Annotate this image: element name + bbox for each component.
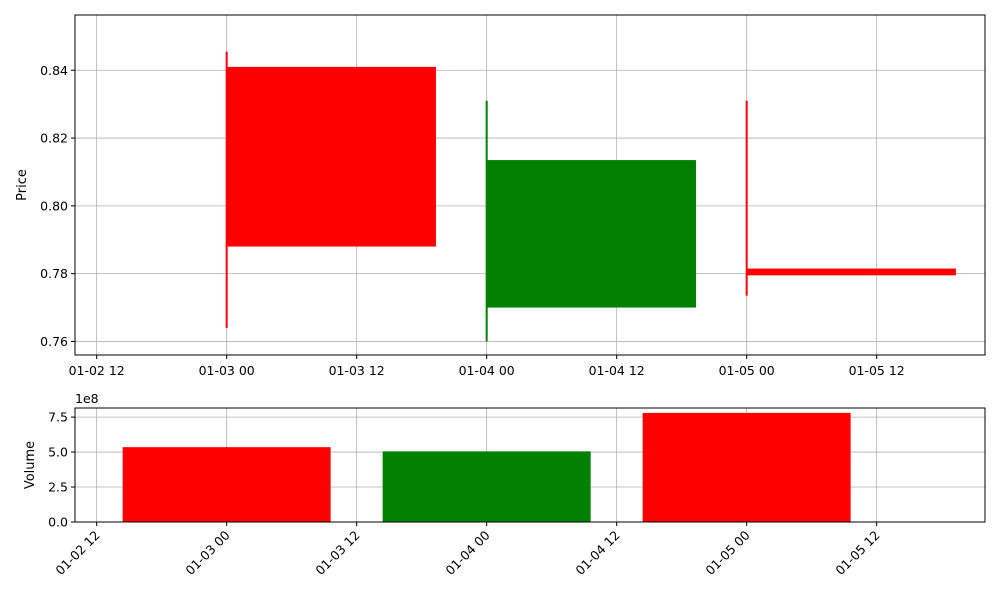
volume-panel: 0.0 2.5 5.0 7.5 01-02 12 01-03 00 01-03 12 01-0… <box>23 391 986 578</box>
price-ytick-label: 0.84 <box>40 63 68 78</box>
price-panel: 0.76 0.78 0.80 0.82 0.84 01-02 12 01-03 00 01-0… <box>15 14 986 378</box>
volume-scale-label: 1e8 <box>75 391 99 406</box>
volume-bar <box>122 447 331 522</box>
price-xtick-label: 01-05 00 <box>719 363 775 378</box>
volume-ytick-label: 7.5 <box>48 410 68 425</box>
price-ytick-label: 0.80 <box>40 198 68 213</box>
volume-xtick-label: 01-04 12 <box>572 528 622 578</box>
volume-xtick-label: 01-03 12 <box>312 528 362 578</box>
volume-bar <box>642 412 851 522</box>
price-xtick-label: 01-04 12 <box>589 363 645 378</box>
volume-axes-frame <box>74 407 986 523</box>
price-xtick-label: 01-03 00 <box>199 363 255 378</box>
candle-body <box>226 66 436 247</box>
price-ytick-label: 0.76 <box>40 334 68 349</box>
volume-xtick-label: 01-05 00 <box>702 527 752 577</box>
price-xtick-label: 01-02 12 <box>69 363 125 378</box>
volume-ylabel: Volume <box>23 441 38 489</box>
price-xtick-label: 01-03 12 <box>329 363 385 378</box>
price-xtick-label: 01-05 12 <box>849 363 905 378</box>
candle-body <box>746 268 956 276</box>
volume-xtick-label: 01-02 12 <box>52 528 102 578</box>
price-ytick-label: 0.82 <box>40 131 68 146</box>
volume-ytick-label: 5.0 <box>48 445 68 460</box>
price-axes-frame <box>74 14 986 356</box>
candle-body <box>486 160 696 308</box>
volume-ytick-label: 2.5 <box>48 480 68 495</box>
price-xtick-label: 01-04 00 <box>459 363 515 378</box>
volume-xtick-label: 01-05 12 <box>832 528 882 578</box>
volume-ytick-label: 0.0 <box>48 515 68 530</box>
volume-xtick-label: 01-04 00 <box>442 527 492 577</box>
volume-xtick-label: 01-03 00 <box>182 527 232 577</box>
price-ylabel: Price <box>15 169 30 201</box>
volume-bar <box>382 451 591 522</box>
price-ytick-label: 0.78 <box>40 266 68 281</box>
